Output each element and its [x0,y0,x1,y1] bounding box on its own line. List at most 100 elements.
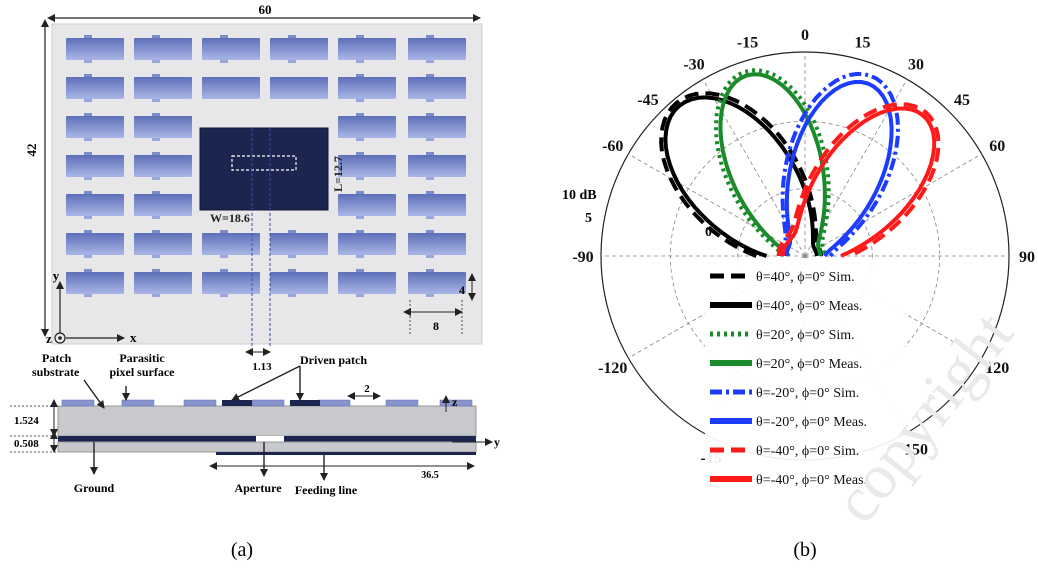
pixel-notch [84,230,92,233]
label-patch-substrate-1: Patch [42,351,72,365]
pixel-notch [356,191,364,194]
pixel-notch [84,113,92,116]
legend: θ=40°, ϕ=0° Sim. θ=40°, ϕ=0° Meas. θ=20°, … [710,270,867,488]
pixel-element [338,233,396,255]
pixel-element [338,116,396,138]
pixel-element [408,116,466,138]
pixel-notch [288,60,296,63]
xsec-pixel [61,399,95,407]
pixel-notch [426,191,434,194]
pixel-element [270,233,328,255]
pixel-notch [356,60,364,63]
driven-patch [199,127,329,211]
pixel-element [66,77,124,99]
xsec-pixel [183,399,217,407]
pixel-notch [152,35,160,38]
pixel-notch [426,152,434,155]
legend-label: θ=40°, ϕ=0° Sim. [756,270,855,285]
xsec-axis-z-label: z [452,395,458,409]
xsec-pixel [317,399,351,407]
pixel-notch [84,152,92,155]
pixel-element [66,194,124,216]
label-driven: Driven patch [300,353,367,367]
pixel-notch [356,269,364,272]
pixel-element [202,272,260,294]
pixel-notch [84,269,92,272]
polar-spoke [628,153,806,257]
xsec-pixel [385,399,419,407]
pixel-notch [426,255,434,258]
legend-box [705,258,905,498]
pixel-element [338,77,396,99]
polar-angle-label: 60 [989,138,1005,155]
pattern-curve [780,71,901,258]
pixel-element [270,77,328,99]
pixel-notch [426,138,434,141]
pixel-notch [426,60,434,63]
dim-feed-label: 1.13 [252,361,272,373]
legend-label: θ=-20°, ϕ=0° Sim. [756,386,859,401]
polar-angle-label: -15 [737,35,758,52]
pixel-notch [152,269,160,272]
pixel-element [338,38,396,60]
pixel-notch [426,177,434,180]
radial-label-5: 5 [585,211,592,226]
pixel-notch [220,60,228,63]
label-ground: Ground [74,481,115,495]
panel-a: 60 42 W=18.6 L=12.7 1.13 4 8 x y z [10,2,500,561]
caption-b: (b) [793,539,816,561]
pixel-notch [84,294,92,297]
feed-line-bar [216,452,476,455]
legend-label: θ=40°, ϕ=0° Meas. [756,299,862,314]
pixel-notch [288,294,296,297]
axis-z-label: z [46,331,52,346]
polar-angle-label: 30 [908,57,924,74]
axis-x-label: x [130,330,137,345]
pixel-element [270,38,328,60]
pixel-element [338,155,396,177]
pixel-notch [152,138,160,141]
pixel-notch [152,152,160,155]
polar-angle-label: 0 [801,27,809,44]
substrate-upper [57,405,477,437]
callout-driven-1 [231,365,301,401]
pixel-notch [152,99,160,102]
pixel-notch [84,255,92,258]
pixel-notch [426,113,434,116]
pixel-element [134,38,192,60]
pixel-notch [84,138,92,141]
pixel-notch [356,255,364,258]
xsec-pixel [121,399,155,407]
pixel-notch [152,255,160,258]
pixel-notch [288,35,296,38]
label-parasitic-2: pixel surface [110,365,176,379]
dim-sub-top-label: 1.524 [14,415,39,427]
polar-angle-label: -30 [683,57,704,74]
driven-section-right [290,400,320,406]
pixel-notch [288,255,296,258]
callout-patch-substrate [83,379,105,409]
polar-curves [659,68,941,258]
pattern-curve [713,68,831,258]
dim-feed-len-label: 36.5 [421,470,439,481]
pixel-notch [220,230,228,233]
pixel-notch [84,35,92,38]
pattern-curve [781,106,937,258]
pixel-notch [356,138,364,141]
pixel-element [202,38,260,60]
dim-height-label: 42 [24,144,39,157]
pixel-element [66,116,124,138]
polar-angle-label: -60 [602,138,623,155]
pixel-notch [356,99,364,102]
pattern-curve [776,102,941,258]
polar-angle-label: -90 [572,249,593,266]
pixel-notch [356,294,364,297]
aperture-outline [231,155,297,171]
pixel-element [134,116,192,138]
radial-label-10db: 10 dB [562,188,597,203]
pixel-notch [288,269,296,272]
polar-angle-label: 45 [954,92,970,109]
pixel-notch [426,230,434,233]
pixel-notch [426,35,434,38]
